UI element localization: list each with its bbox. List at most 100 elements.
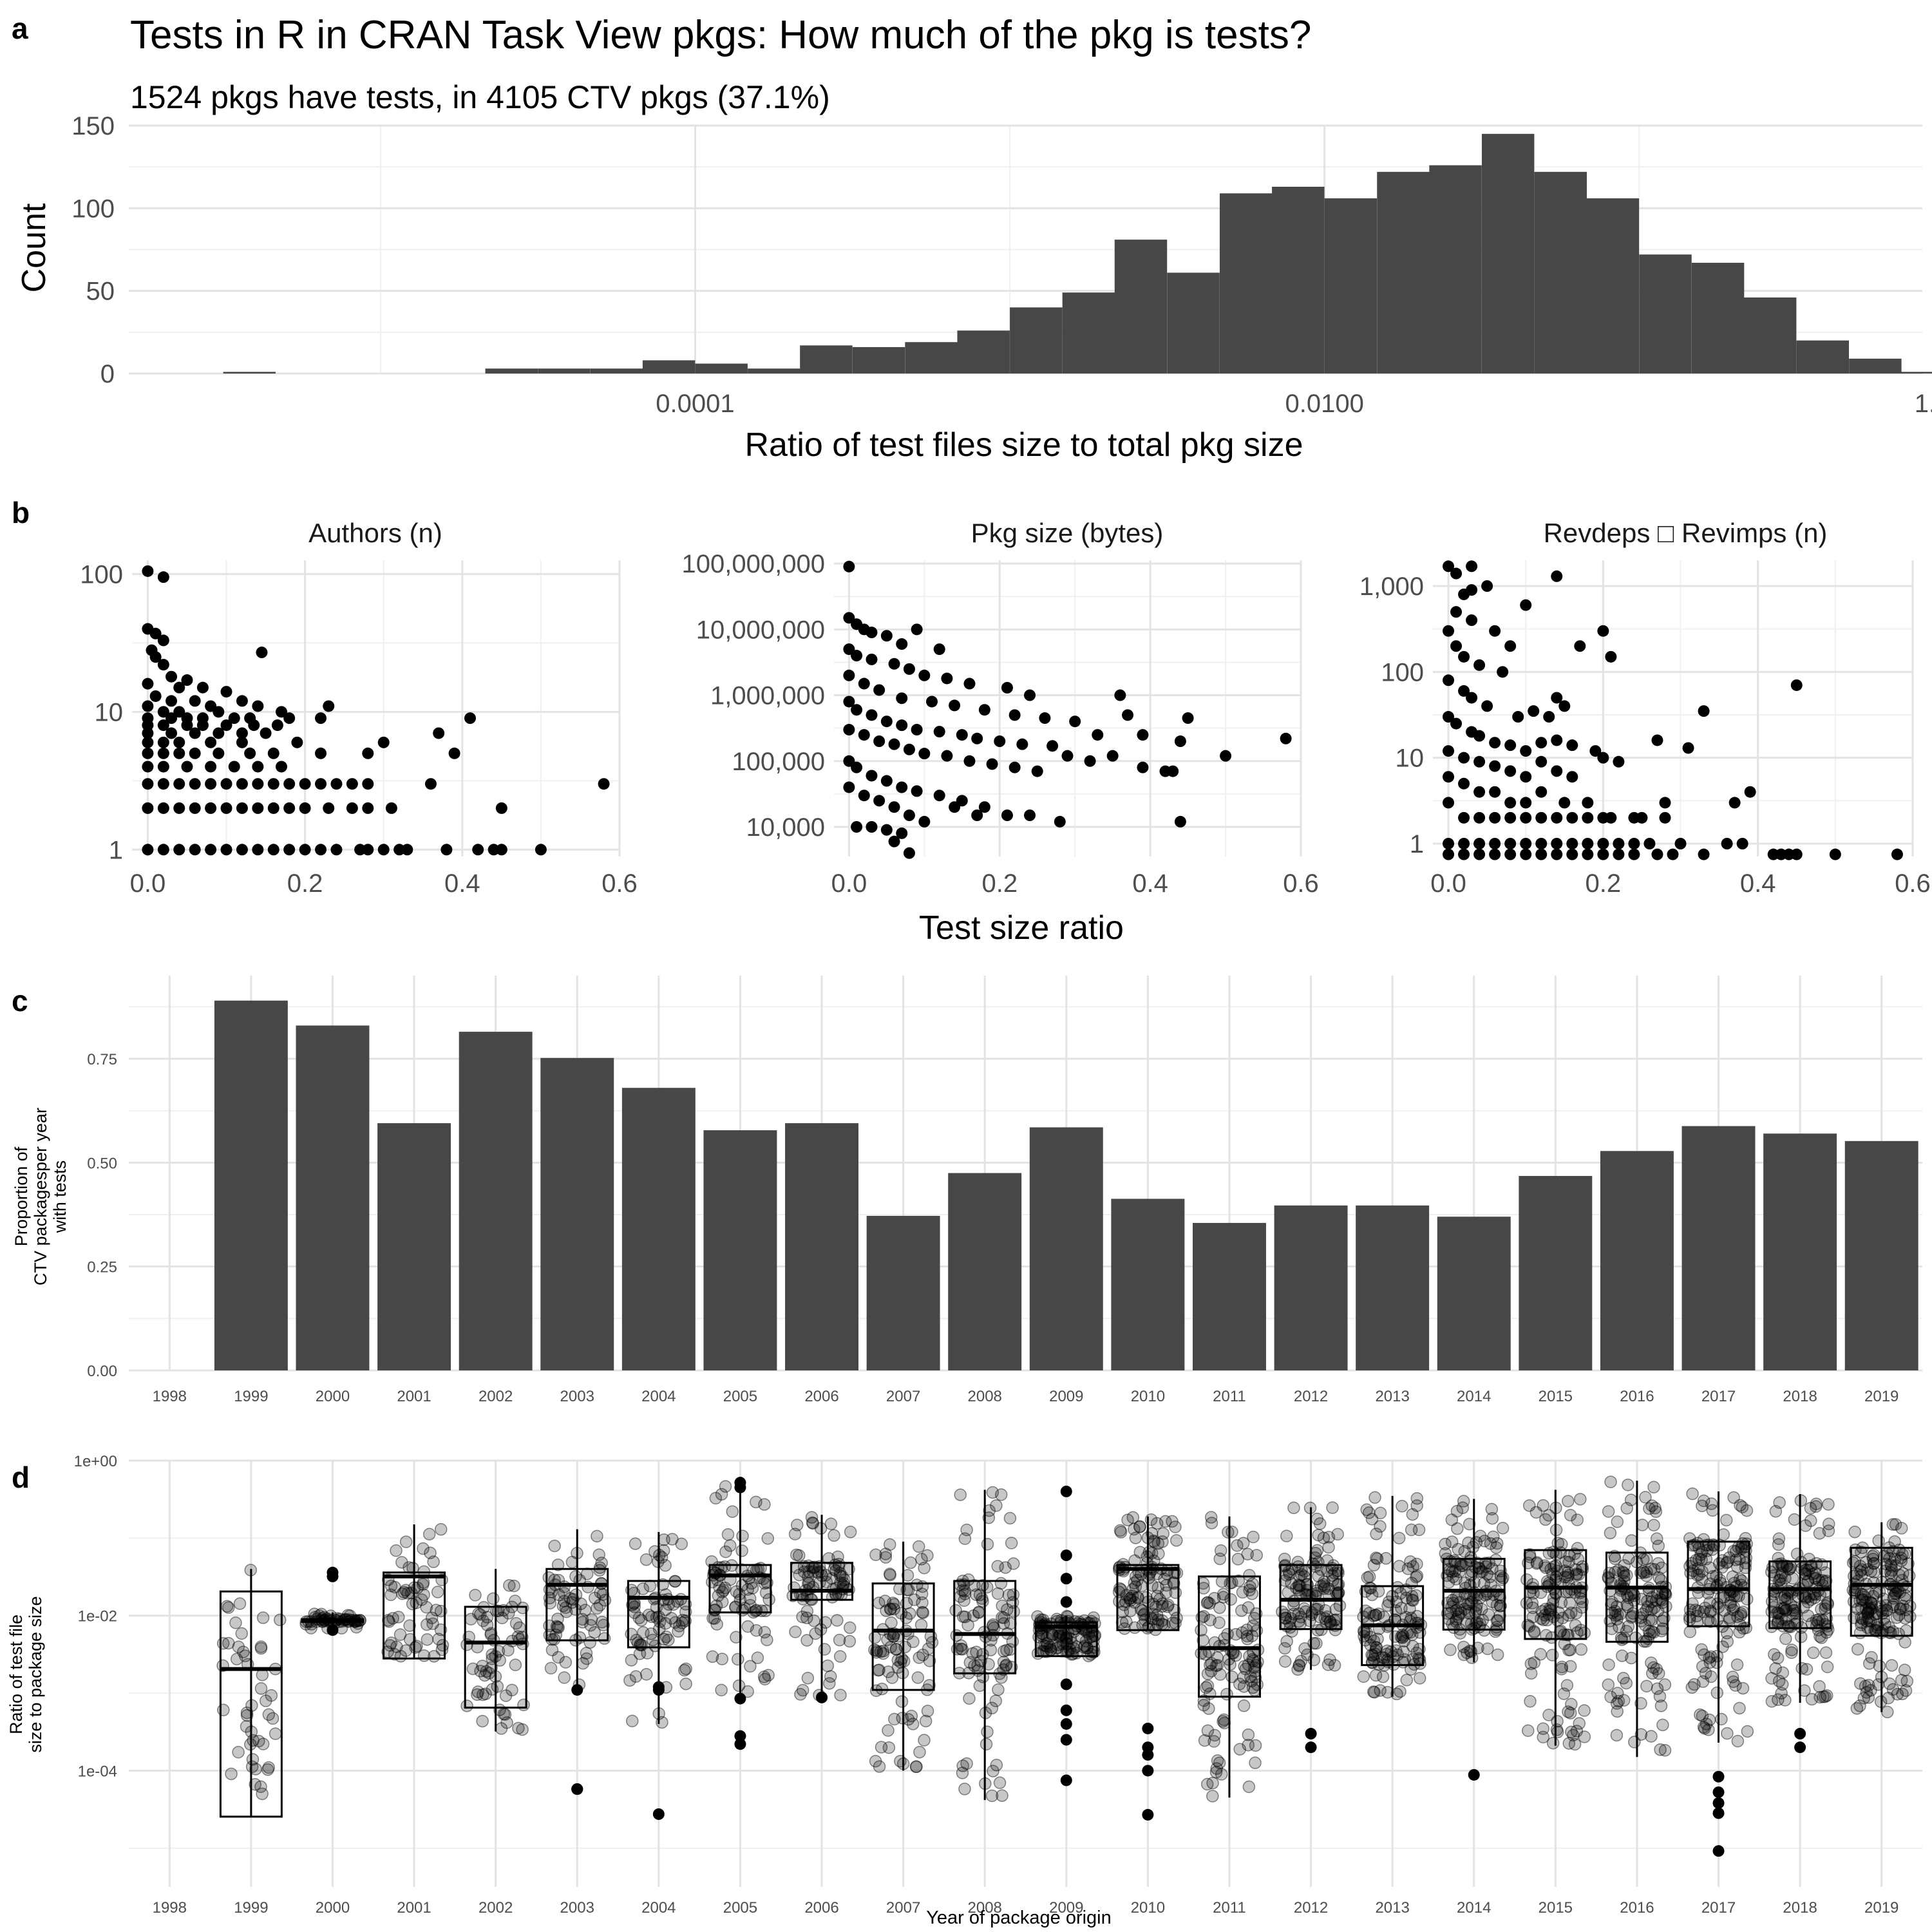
jitter-point bbox=[1785, 1598, 1797, 1612]
x-tick-label: 2019 bbox=[1864, 1899, 1899, 1917]
jitter-point bbox=[1481, 1642, 1494, 1656]
jitter-point bbox=[1331, 1528, 1344, 1541]
scatter-point bbox=[283, 844, 296, 856]
jitter-point bbox=[477, 1688, 489, 1701]
jitter-point bbox=[1812, 1584, 1825, 1598]
jitter-point bbox=[1470, 1616, 1484, 1629]
jitter-point bbox=[958, 1584, 971, 1598]
jitter-point bbox=[1685, 1681, 1699, 1694]
scatter-point bbox=[1744, 786, 1756, 798]
jitter-point bbox=[597, 1618, 610, 1632]
scatter-point bbox=[1443, 771, 1455, 783]
jitter-point bbox=[1728, 1589, 1741, 1602]
jitter-point bbox=[1611, 1515, 1624, 1528]
jitter-point bbox=[1611, 1687, 1624, 1700]
box-group-2004 bbox=[623, 1531, 692, 1820]
jitter-point bbox=[1723, 1611, 1736, 1624]
jitter-point bbox=[1788, 1513, 1801, 1526]
jitter-point bbox=[1142, 1595, 1155, 1608]
jitter-point bbox=[1891, 1584, 1904, 1598]
jitter-point bbox=[646, 1633, 659, 1647]
jitter-point bbox=[839, 1580, 852, 1594]
jitter-point bbox=[1298, 1642, 1311, 1655]
scatter-point bbox=[1473, 730, 1486, 742]
jitter-point bbox=[1470, 1603, 1483, 1616]
jitter-point bbox=[1390, 1595, 1403, 1609]
jitter-point bbox=[834, 1576, 847, 1589]
jitter-point bbox=[741, 1569, 754, 1582]
jitter-point bbox=[829, 1558, 842, 1571]
jitter-point bbox=[1810, 1497, 1823, 1510]
scatter-point bbox=[911, 724, 923, 736]
jitter-point bbox=[1558, 1564, 1571, 1577]
jitter-point bbox=[658, 1533, 670, 1546]
jitter-point bbox=[1118, 1622, 1131, 1635]
jitter-point bbox=[1900, 1624, 1913, 1637]
x-tick-label: 2014 bbox=[1457, 1899, 1491, 1917]
jitter-point bbox=[1820, 1626, 1833, 1639]
scatter-point bbox=[1613, 755, 1625, 768]
jitter-point bbox=[873, 1596, 886, 1609]
jitter-point bbox=[1370, 1551, 1383, 1564]
jitter-point bbox=[1538, 1559, 1551, 1572]
jitter-point bbox=[732, 1679, 746, 1692]
scatter-point bbox=[1597, 625, 1609, 637]
jitter-point bbox=[676, 1614, 689, 1627]
jitter-point bbox=[1142, 1546, 1156, 1558]
jitter-point bbox=[1706, 1543, 1719, 1556]
scatter-point bbox=[213, 747, 225, 759]
outlier-point bbox=[1712, 1770, 1725, 1783]
jitter-point bbox=[797, 1560, 811, 1573]
jitter-point bbox=[1381, 1620, 1394, 1633]
jitter-point bbox=[1555, 1660, 1569, 1674]
jitter-point bbox=[1195, 1647, 1208, 1660]
scatter-point bbox=[236, 802, 248, 814]
jitter-point bbox=[788, 1581, 800, 1595]
scatter-point bbox=[157, 736, 169, 748]
jitter-point bbox=[1851, 1643, 1864, 1656]
jitter-point bbox=[1287, 1595, 1300, 1607]
jitter-point bbox=[469, 1589, 482, 1602]
jitter-point bbox=[1734, 1499, 1747, 1512]
jitter-point bbox=[1378, 1659, 1391, 1672]
scatter-point bbox=[1597, 752, 1609, 764]
scatter-point bbox=[220, 802, 232, 814]
jitter-point bbox=[1381, 1599, 1394, 1612]
jitter-point bbox=[838, 1573, 851, 1587]
jitter-point bbox=[1045, 1617, 1057, 1631]
jitter-point bbox=[1651, 1604, 1665, 1618]
jitter-point bbox=[247, 1734, 260, 1747]
scatter-point bbox=[1069, 715, 1081, 728]
scatter-point bbox=[880, 715, 893, 728]
jitter-point bbox=[383, 1615, 395, 1628]
jitter-point bbox=[1526, 1596, 1539, 1610]
jitter-point bbox=[1713, 1573, 1727, 1587]
jitter-point bbox=[1136, 1618, 1149, 1632]
jitter-point bbox=[1740, 1537, 1753, 1550]
jitter-point bbox=[1551, 1725, 1564, 1739]
y-tick-label: 50 bbox=[86, 278, 115, 306]
jitter-point bbox=[486, 1648, 498, 1662]
jitter-point bbox=[911, 1671, 925, 1684]
jitter-point bbox=[1788, 1617, 1802, 1631]
jitter-point bbox=[1819, 1646, 1833, 1659]
jitter-point bbox=[1710, 1686, 1724, 1700]
jitter-point bbox=[1810, 1619, 1823, 1633]
box bbox=[708, 1564, 772, 1614]
jitter-point bbox=[1813, 1527, 1826, 1540]
jitter-point bbox=[915, 1553, 928, 1566]
scatter-point bbox=[157, 634, 169, 647]
jitter-point bbox=[431, 1586, 444, 1598]
jitter-point bbox=[652, 1610, 665, 1624]
jitter-point bbox=[1781, 1586, 1794, 1600]
jitter-point bbox=[714, 1569, 727, 1582]
jitter-point bbox=[1885, 1659, 1899, 1672]
scatter-point bbox=[252, 844, 264, 856]
jitter-point bbox=[1727, 1585, 1740, 1598]
x-tick-label: 0.0 bbox=[831, 869, 867, 898]
jitter-point bbox=[979, 1777, 992, 1790]
jitter-point bbox=[1602, 1678, 1615, 1691]
jitter-point bbox=[1160, 1567, 1173, 1580]
jitter-point bbox=[1858, 1591, 1871, 1604]
jitter-point bbox=[679, 1615, 692, 1627]
